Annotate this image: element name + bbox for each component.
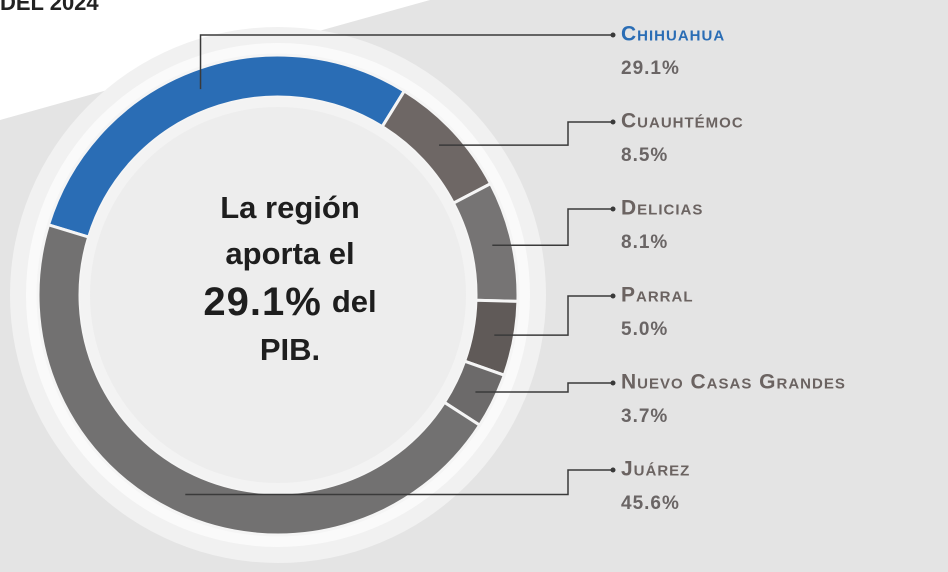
leader-line	[439, 121, 612, 146]
legend-name: Parral	[621, 284, 694, 307]
leader-line	[492, 208, 612, 247]
legend-value: 29.1%	[621, 58, 680, 79]
chart-title: DEL 2024	[0, 0, 99, 15]
leader-dot	[610, 119, 616, 125]
leader-line	[185, 469, 612, 496]
legend-name: Delicias	[621, 197, 703, 220]
legend-name: Juárez	[621, 458, 690, 481]
center-text: PIB.	[260, 332, 320, 367]
legend-value: 8.5%	[621, 145, 668, 166]
leader-dot	[610, 380, 616, 386]
center-highlight: 29.1%	[203, 280, 321, 324]
center-text: La región	[220, 190, 360, 225]
center-text: 29.1% del	[203, 280, 376, 324]
leader-dot	[610, 206, 616, 212]
legend-name: Cuauhtémoc	[621, 110, 744, 133]
leader-dot	[610, 293, 616, 299]
leader-dot	[610, 32, 616, 38]
leader-line	[199, 34, 612, 90]
center-text: aporta el	[225, 236, 354, 271]
legend-name: Chihuahua	[621, 23, 725, 46]
legend-value: 3.7%	[621, 406, 668, 427]
leader-line	[494, 295, 612, 336]
center-text: del	[332, 284, 377, 319]
legend-value: 5.0%	[621, 319, 668, 340]
leader-line	[475, 382, 612, 393]
center-disc-inner	[90, 107, 466, 483]
legend-value: 45.6%	[621, 493, 680, 514]
legend-name: Nuevo Casas Grandes	[621, 371, 846, 394]
leader-dot	[610, 467, 616, 473]
legend-value: 8.1%	[621, 232, 668, 253]
